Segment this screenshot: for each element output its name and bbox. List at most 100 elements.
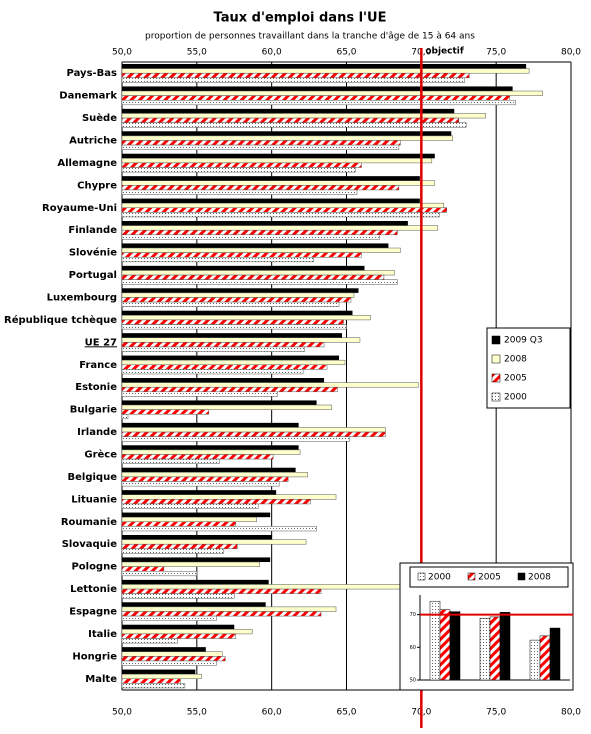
bar — [529, 639, 541, 681]
bar — [121, 526, 317, 532]
bar — [121, 570, 198, 577]
bar — [121, 391, 278, 397]
legend-label: 2000 — [504, 393, 527, 403]
bar — [121, 135, 454, 141]
x-tick-label: 75,0 — [486, 708, 506, 718]
bar — [122, 64, 527, 69]
bar — [122, 647, 206, 652]
y-tick-label: 60 — [410, 645, 416, 651]
bar — [121, 77, 465, 83]
bar — [121, 548, 225, 554]
category-label: Portugal — [69, 270, 117, 281]
bar — [121, 476, 289, 482]
bar — [121, 90, 543, 96]
bar — [479, 617, 491, 681]
bar — [121, 144, 400, 150]
bar — [121, 212, 440, 218]
bar — [121, 279, 398, 285]
bar — [539, 635, 551, 681]
bar — [122, 221, 408, 226]
category-label: Pays-Bas — [67, 68, 117, 79]
bar — [121, 247, 401, 253]
x-tick-label: 65,0 — [336, 708, 356, 718]
bar — [121, 404, 332, 410]
bar — [121, 234, 380, 240]
bar — [121, 656, 226, 662]
bar — [121, 99, 516, 106]
category-label: République tchèque — [4, 314, 117, 326]
bar — [122, 108, 455, 114]
bar — [121, 516, 257, 523]
bar — [121, 207, 448, 213]
bar — [499, 612, 511, 681]
legend-swatch — [491, 335, 501, 345]
bar — [121, 588, 322, 594]
bar — [121, 494, 337, 500]
legend-label: 2005 — [478, 573, 501, 583]
bar — [122, 198, 420, 204]
bar — [121, 256, 314, 263]
bar — [121, 274, 385, 280]
bar — [121, 413, 129, 420]
x-tick-label: 55,0 — [187, 48, 207, 58]
bar — [121, 202, 445, 209]
bar — [121, 481, 280, 487]
legend-swatch — [491, 354, 501, 364]
bar — [489, 616, 501, 681]
inset-legend-box — [409, 566, 569, 588]
bar — [121, 162, 362, 168]
category-label: Lettonie — [70, 584, 117, 595]
category-label: Lituanie — [71, 494, 117, 505]
legend-swatch — [467, 572, 476, 581]
bar — [121, 369, 304, 375]
category-label: Roumanie — [61, 517, 117, 528]
x-tick-label: 75,0 — [486, 48, 506, 58]
category-label: Allemagne — [57, 158, 117, 169]
bar — [122, 355, 340, 361]
category-label: Slovénie — [69, 247, 117, 259]
y-tick-label: 50 — [410, 678, 416, 684]
x-tick-label: 60,0 — [262, 48, 282, 58]
bar — [121, 270, 395, 276]
bar — [121, 167, 356, 173]
bar — [121, 615, 217, 621]
bar — [449, 611, 461, 681]
legend-label: 2009 Q3 — [504, 336, 543, 346]
category-label: Luxembourg — [47, 292, 117, 303]
bar — [122, 535, 272, 540]
bar — [122, 490, 277, 495]
category-label: Slovaquie — [62, 539, 117, 550]
bar — [121, 543, 238, 550]
bar — [121, 472, 308, 478]
bar — [121, 633, 236, 639]
bar — [122, 310, 353, 316]
bar — [122, 445, 299, 450]
legend-box — [486, 327, 571, 409]
bar — [121, 364, 328, 370]
bar — [121, 158, 433, 164]
bar — [121, 359, 346, 366]
bar — [121, 454, 274, 460]
bar — [122, 333, 343, 338]
bar — [121, 386, 338, 393]
x-tick-label: 60,0 — [262, 708, 282, 718]
bar — [122, 624, 235, 630]
bar — [122, 512, 271, 518]
bar — [122, 288, 359, 293]
chart-subtitle: proportion de personnes travaillant dans… — [145, 32, 475, 42]
bar — [121, 611, 322, 617]
bar — [121, 180, 436, 186]
bar — [121, 113, 486, 119]
bar — [121, 606, 337, 612]
category-label: Danemark — [59, 91, 117, 102]
y-tick-label: 70 — [410, 612, 416, 618]
bar — [121, 638, 178, 644]
bar — [121, 225, 439, 231]
bar — [121, 189, 358, 195]
legend-label: 2008 — [528, 573, 551, 583]
category-label: Belgique — [68, 472, 118, 483]
category-label: Malte — [85, 674, 117, 685]
bar — [429, 600, 441, 681]
legend-label: 2000 — [428, 573, 451, 583]
